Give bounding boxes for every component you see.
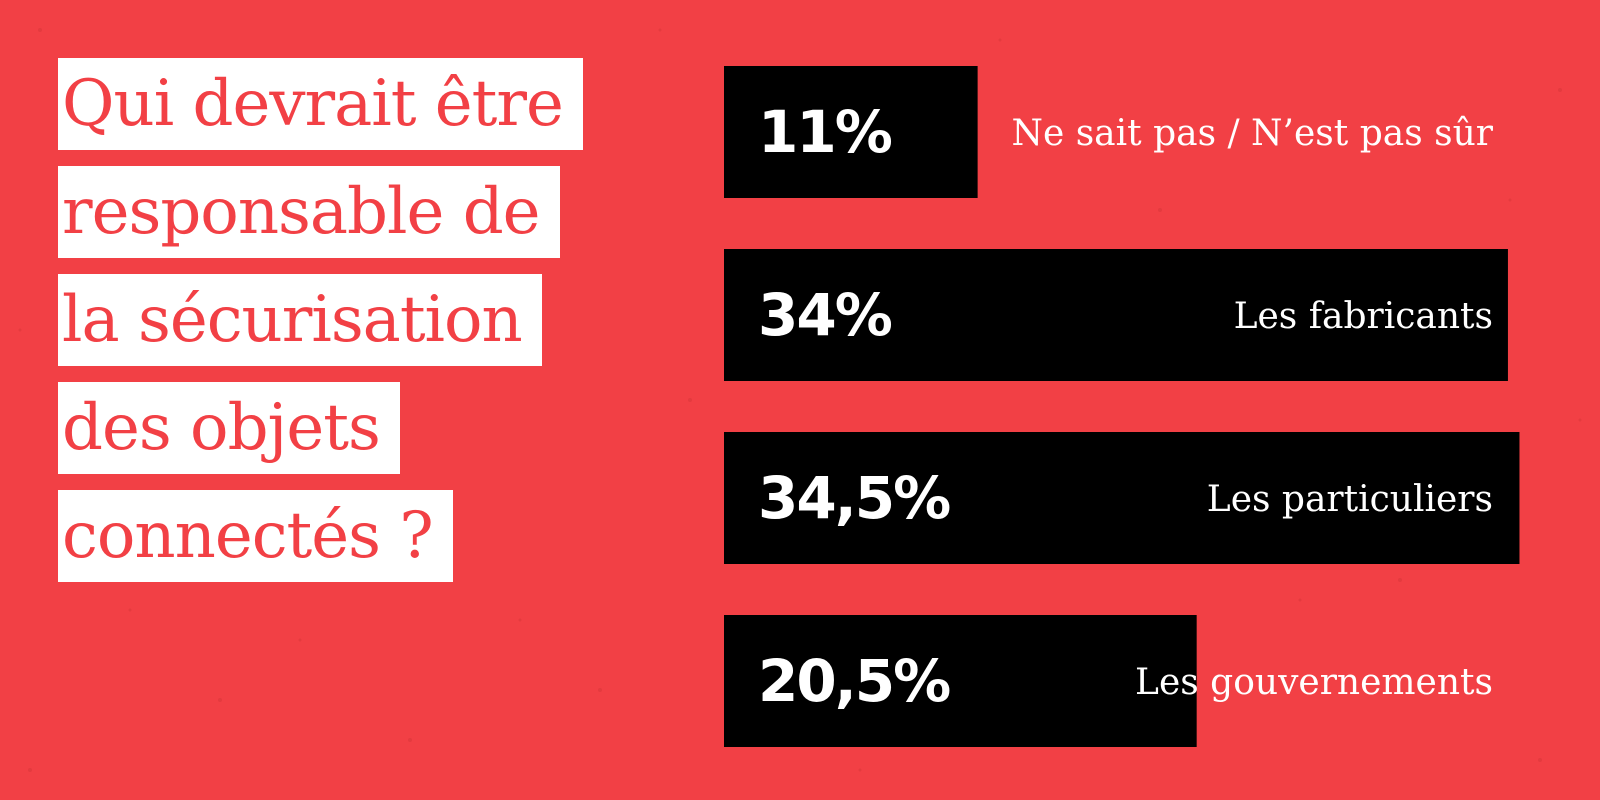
title-line-3: la sécurisation bbox=[58, 274, 542, 366]
category-label-2: Les fabricants bbox=[1234, 296, 1493, 337]
bar-2 bbox=[724, 249, 1508, 381]
bar-3 bbox=[724, 432, 1520, 564]
category-label-3: Les particuliers bbox=[1207, 479, 1493, 520]
bar-value-label-2: 34% bbox=[758, 281, 892, 349]
title-line-1: Qui devrait être bbox=[58, 58, 583, 150]
category-label-1: Ne sait pas / N’est pas sûr bbox=[1011, 113, 1493, 154]
title-line-4: des objets bbox=[58, 382, 400, 474]
bar-value-label-1: 11% bbox=[758, 98, 892, 166]
bar-1 bbox=[724, 66, 978, 198]
bar-4 bbox=[724, 615, 1197, 747]
category-label-4: Les gouvernements bbox=[1135, 662, 1493, 703]
bar-value-label-4: 20,5% bbox=[758, 647, 950, 715]
chart-title: Qui devrait être responsable de la sécur… bbox=[58, 58, 583, 598]
title-line-5: connectés ? bbox=[58, 490, 453, 582]
bar-value-label-3: 34,5% bbox=[758, 464, 950, 532]
title-line-2: responsable de bbox=[58, 166, 560, 258]
